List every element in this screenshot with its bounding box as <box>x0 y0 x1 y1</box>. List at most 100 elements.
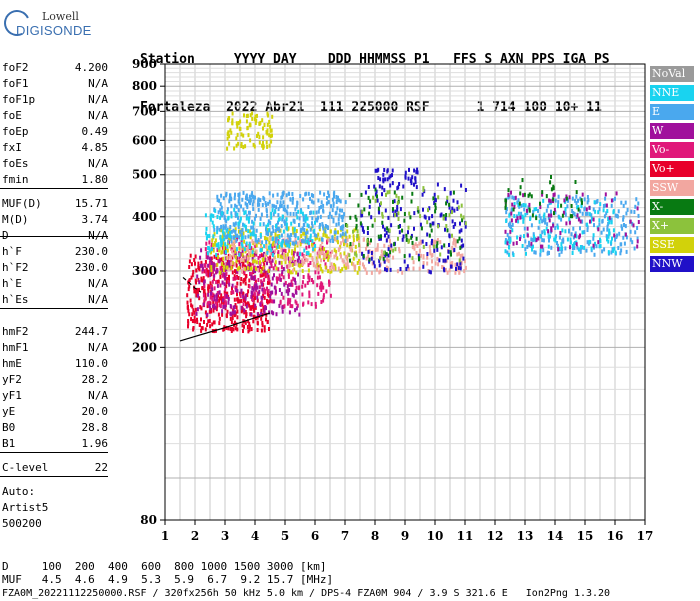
echo-point <box>385 238 388 243</box>
echo-point <box>322 232 325 237</box>
echo-point <box>207 286 210 291</box>
echo-point <box>319 214 322 219</box>
echo-point <box>290 221 293 226</box>
echo-point <box>396 205 399 209</box>
echo-point <box>222 211 225 216</box>
echo-point <box>416 170 419 175</box>
echo-point <box>380 254 383 259</box>
echo-point <box>597 210 600 215</box>
echo-point <box>231 316 234 320</box>
echo-point <box>225 262 228 267</box>
echo-point <box>636 239 639 244</box>
echo-point <box>319 251 322 256</box>
echo-point <box>219 208 222 213</box>
echo-point <box>340 214 343 219</box>
echo-point <box>219 202 222 207</box>
echo-point <box>505 210 508 215</box>
echo-point <box>232 248 235 253</box>
echo-point <box>566 237 569 242</box>
echo-point <box>192 308 195 313</box>
echo-point <box>214 208 217 213</box>
echo-point <box>313 228 316 233</box>
echo-point <box>289 282 292 287</box>
echo-point <box>267 222 270 227</box>
echo-point <box>397 211 400 216</box>
echo-point <box>206 301 209 306</box>
echo-point <box>252 259 255 264</box>
echo-point <box>266 286 268 291</box>
echo-point <box>278 235 281 240</box>
echo-point <box>256 267 259 272</box>
param-row: fxI 4.85 <box>2 140 108 156</box>
echo-point <box>253 315 256 319</box>
echo-point <box>246 293 249 297</box>
echo-point <box>265 244 268 249</box>
y-tick-label: 500 <box>132 168 157 182</box>
echo-point <box>569 245 571 250</box>
echo-point <box>608 231 611 236</box>
echo-point <box>219 266 222 271</box>
echo-point <box>368 257 371 262</box>
param-name: foEs <box>2 157 29 170</box>
echo-point <box>327 255 330 260</box>
echo-point <box>228 195 231 200</box>
echo-point <box>399 224 401 228</box>
echo-point <box>218 321 221 326</box>
echo-point <box>218 290 221 295</box>
echo-point <box>316 261 319 266</box>
echo-point <box>203 263 206 268</box>
echo-point <box>305 245 308 250</box>
echo-point <box>210 272 213 277</box>
echo-point <box>299 251 302 256</box>
echo-point <box>255 249 258 254</box>
echo-point <box>286 252 289 257</box>
echo-point <box>234 239 236 244</box>
auto-code: 500200 <box>2 517 42 530</box>
param-name: hmF1 <box>2 341 29 354</box>
echo-point <box>456 262 459 267</box>
echo-point <box>588 212 591 217</box>
echo-point <box>233 146 236 151</box>
echo-point <box>528 208 531 213</box>
echo-point <box>302 197 305 202</box>
echo-point <box>571 244 574 248</box>
echo-point <box>291 282 294 287</box>
echo-point <box>211 322 214 327</box>
echo-point <box>606 224 609 229</box>
echo-point <box>554 198 557 203</box>
echo-point <box>285 256 288 261</box>
legend-item: Vo- <box>650 142 694 158</box>
echo-point <box>244 267 247 272</box>
echo-point <box>253 276 256 281</box>
echo-point <box>547 229 550 234</box>
echo-point <box>365 256 368 261</box>
echo-point <box>275 276 278 281</box>
echo-point <box>404 170 407 175</box>
echo-point <box>404 175 407 180</box>
echo-point <box>251 261 254 266</box>
param-row: fmin 1.80 <box>2 172 108 188</box>
echo-point <box>399 207 402 212</box>
echo-point <box>238 252 241 257</box>
echo-point <box>327 226 329 230</box>
echo-point <box>332 219 335 224</box>
echo-point <box>464 265 467 270</box>
echo-point <box>426 232 429 237</box>
echo-point <box>262 126 264 131</box>
echo-point <box>556 225 559 230</box>
echo-point <box>211 297 214 301</box>
echo-point <box>216 225 219 230</box>
echo-point <box>274 289 277 294</box>
echo-point <box>222 226 225 231</box>
echo-point <box>513 205 516 209</box>
echo-point <box>528 202 531 207</box>
echo-point <box>411 240 414 245</box>
echo-point <box>266 237 269 242</box>
echo-point <box>454 222 457 227</box>
echo-point <box>262 222 265 227</box>
echo-point <box>203 320 205 324</box>
echo-point <box>249 201 252 206</box>
echo-point <box>459 266 462 271</box>
echo-point <box>242 133 245 138</box>
echo-point <box>204 292 207 297</box>
